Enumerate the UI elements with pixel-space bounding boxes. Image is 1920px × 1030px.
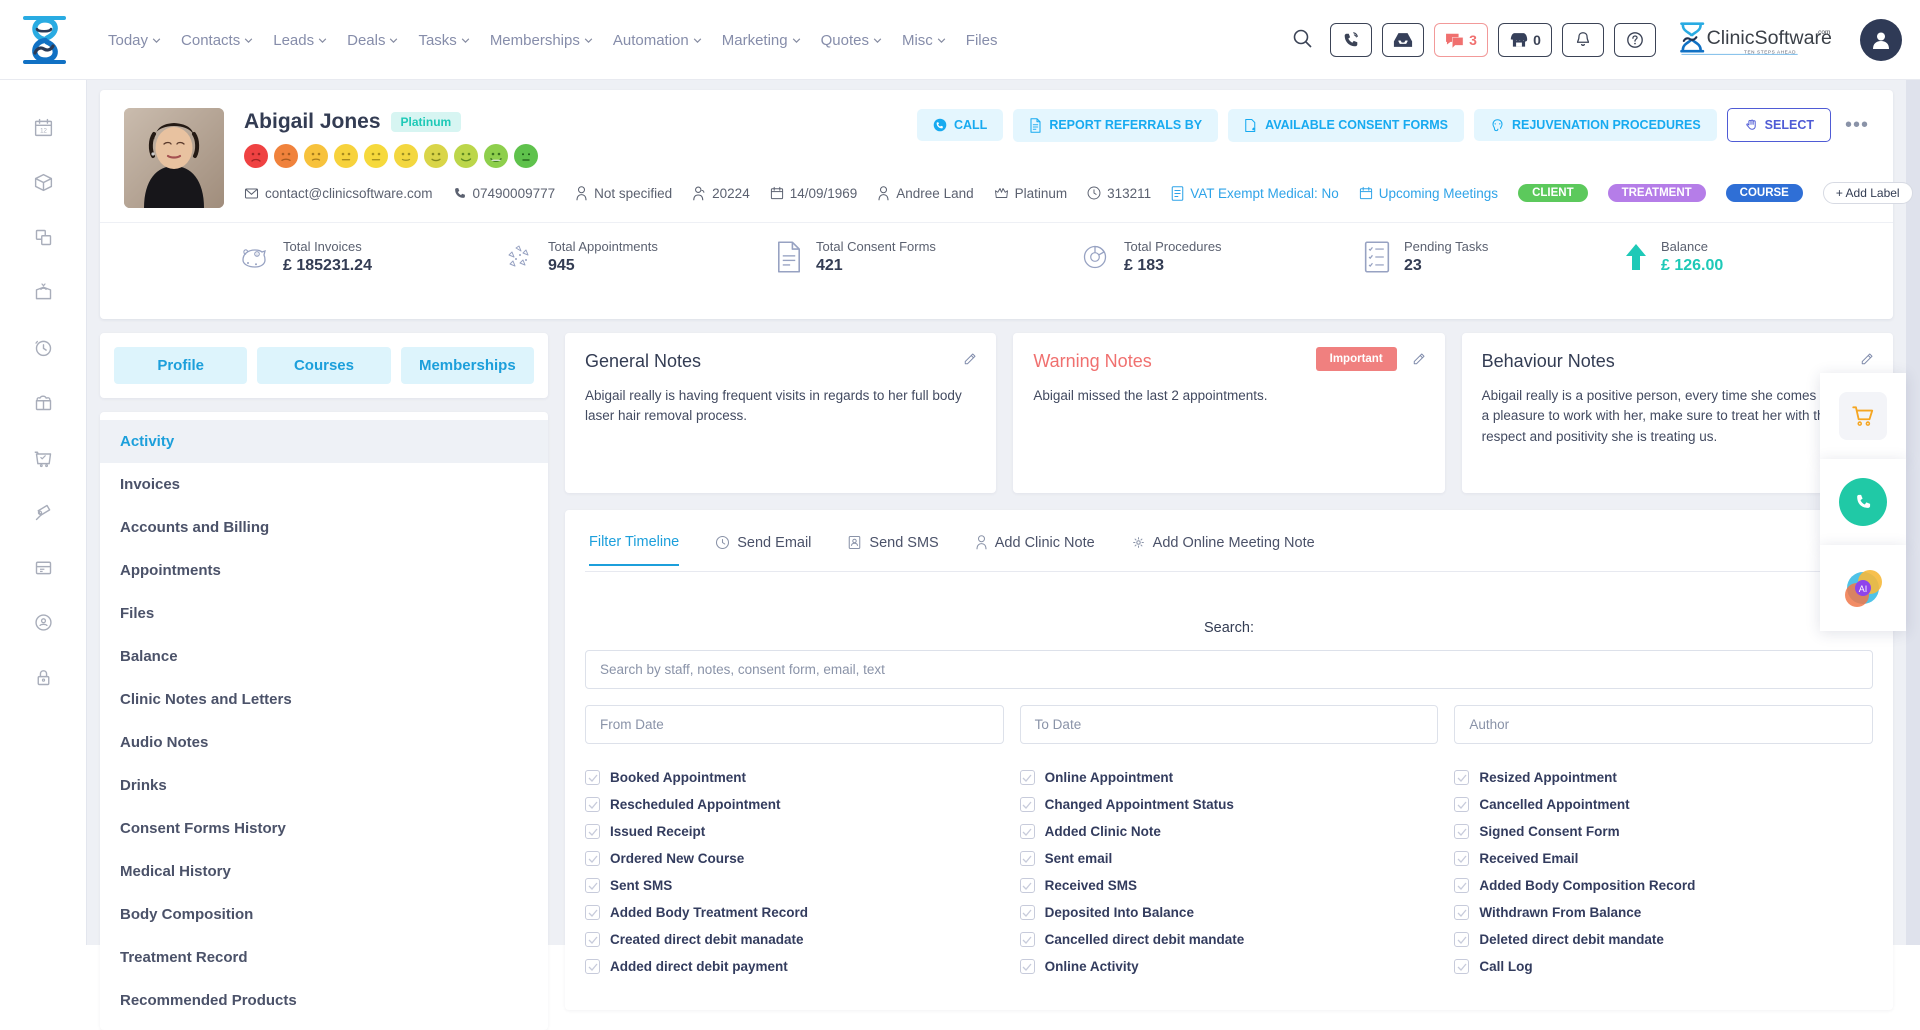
svg-text:.com: .com [1816,29,1830,36]
svg-text:TEN STEPS AHEAD: TEN STEPS AHEAD [1744,50,1796,55]
svg-text:12: 12 [40,127,47,134]
svg-text:AI: AI [1859,584,1868,594]
svg-text:ClinicSoftware: ClinicSoftware [1707,27,1832,49]
